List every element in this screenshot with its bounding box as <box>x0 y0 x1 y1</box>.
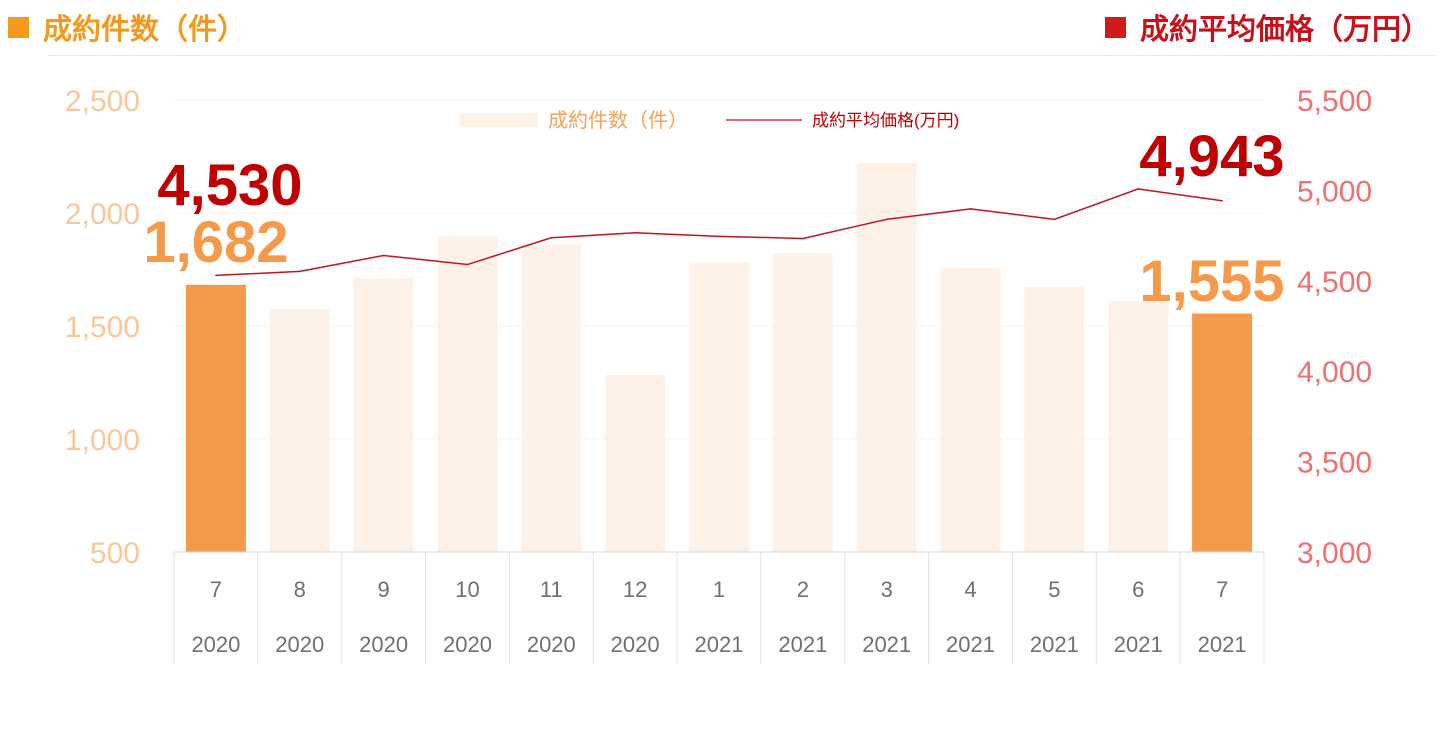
legend-line-label: 成約平均価格(万円) <box>812 111 959 130</box>
right-heading-text: 成約平均価格（万円） <box>1139 12 1430 46</box>
x-tick-month: 7 <box>210 577 222 602</box>
price-point <box>1221 199 1223 202</box>
x-tick-month: 3 <box>881 577 893 602</box>
x-tick-month: 4 <box>964 577 976 602</box>
header-divider <box>48 55 1436 56</box>
bar <box>772 253 833 552</box>
x-tick-month: 7 <box>1216 577 1228 602</box>
bar <box>521 244 582 552</box>
bar <box>605 375 666 552</box>
price-point <box>885 218 888 221</box>
x-tick-year: 2020 <box>611 632 660 657</box>
annotation-price-first: 4,530 <box>157 153 302 218</box>
x-tick-year: 2021 <box>946 632 995 657</box>
x-tick-month: 11 <box>540 577 563 602</box>
legend-bar-label: 成約件数（件） <box>548 109 688 132</box>
left-axis-tick-label: 2,500 <box>65 85 140 118</box>
x-tick-year: 2021 <box>1198 632 1247 657</box>
annotation-price-last: 4,943 <box>1139 124 1284 189</box>
x-tick-year: 2021 <box>778 632 827 657</box>
x-tick-month: 6 <box>1132 577 1144 602</box>
price-point <box>550 236 553 239</box>
price-point <box>802 237 804 240</box>
x-tick-year: 2021 <box>1030 632 1079 657</box>
bar <box>269 309 330 552</box>
legend-bar-swatch <box>460 113 538 127</box>
orange-square-icon <box>8 16 29 38</box>
right-axis-heading: 成約平均価格（万円） <box>1104 6 1430 48</box>
bar <box>353 277 414 552</box>
right-axis-tick-label: 4,500 <box>1297 266 1372 299</box>
bar <box>940 267 1001 552</box>
x-tick-year: 2020 <box>275 632 324 657</box>
x-tick-year: 2020 <box>359 632 408 657</box>
annotation-count-first: 1,682 <box>143 210 288 275</box>
bar <box>1192 313 1253 552</box>
x-tick-month: 9 <box>377 577 389 602</box>
bar <box>1108 300 1169 552</box>
bar <box>689 262 749 552</box>
left-axis-tick-label: 500 <box>90 537 140 570</box>
x-tick-month: 8 <box>294 577 306 602</box>
price-point <box>634 231 636 234</box>
price-point <box>298 270 301 273</box>
price-point <box>969 208 972 210</box>
annotation-count-last: 1,555 <box>1139 249 1284 314</box>
left-axis-tick-label: 1,500 <box>65 311 140 344</box>
price-point <box>466 263 469 266</box>
x-tick-year: 2020 <box>443 632 492 657</box>
right-axis-tick-label: 3,000 <box>1297 537 1372 570</box>
price-line <box>215 188 1223 277</box>
x-tick-month: 12 <box>623 577 647 602</box>
right-axis-tick-label: 3,500 <box>1297 447 1372 480</box>
left-axis-tick-label: 1,000 <box>65 424 140 457</box>
price-point <box>1053 218 1056 221</box>
bar <box>185 284 246 552</box>
x-tick-month: 2 <box>797 577 809 602</box>
bar <box>856 162 917 552</box>
right-axis-tick-label: 5,000 <box>1297 175 1372 208</box>
left-axis-heading: 成約件数（件） <box>8 6 246 48</box>
x-tick-month: 5 <box>1048 577 1060 602</box>
x-tick-year: 2020 <box>191 632 240 657</box>
price-point <box>215 274 217 277</box>
price-point <box>718 235 720 238</box>
x-tick-year: 2021 <box>862 632 911 657</box>
price-point <box>382 254 385 257</box>
x-tick-year: 2020 <box>527 632 576 657</box>
x-tick-year: 2021 <box>695 632 744 657</box>
price-point <box>1137 188 1140 190</box>
bar <box>437 236 498 552</box>
left-heading-text: 成約件数（件） <box>43 12 247 46</box>
bar <box>1024 286 1085 552</box>
x-tick-month: 1 <box>713 577 725 602</box>
right-axis-tick-label: 4,000 <box>1297 356 1372 389</box>
right-axis-tick-label: 5,500 <box>1297 85 1372 118</box>
x-tick-year: 2021 <box>1114 632 1163 657</box>
left-axis-tick-label: 2,000 <box>65 198 140 231</box>
red-square-icon <box>1104 16 1126 38</box>
x-tick-month: 10 <box>455 577 479 602</box>
